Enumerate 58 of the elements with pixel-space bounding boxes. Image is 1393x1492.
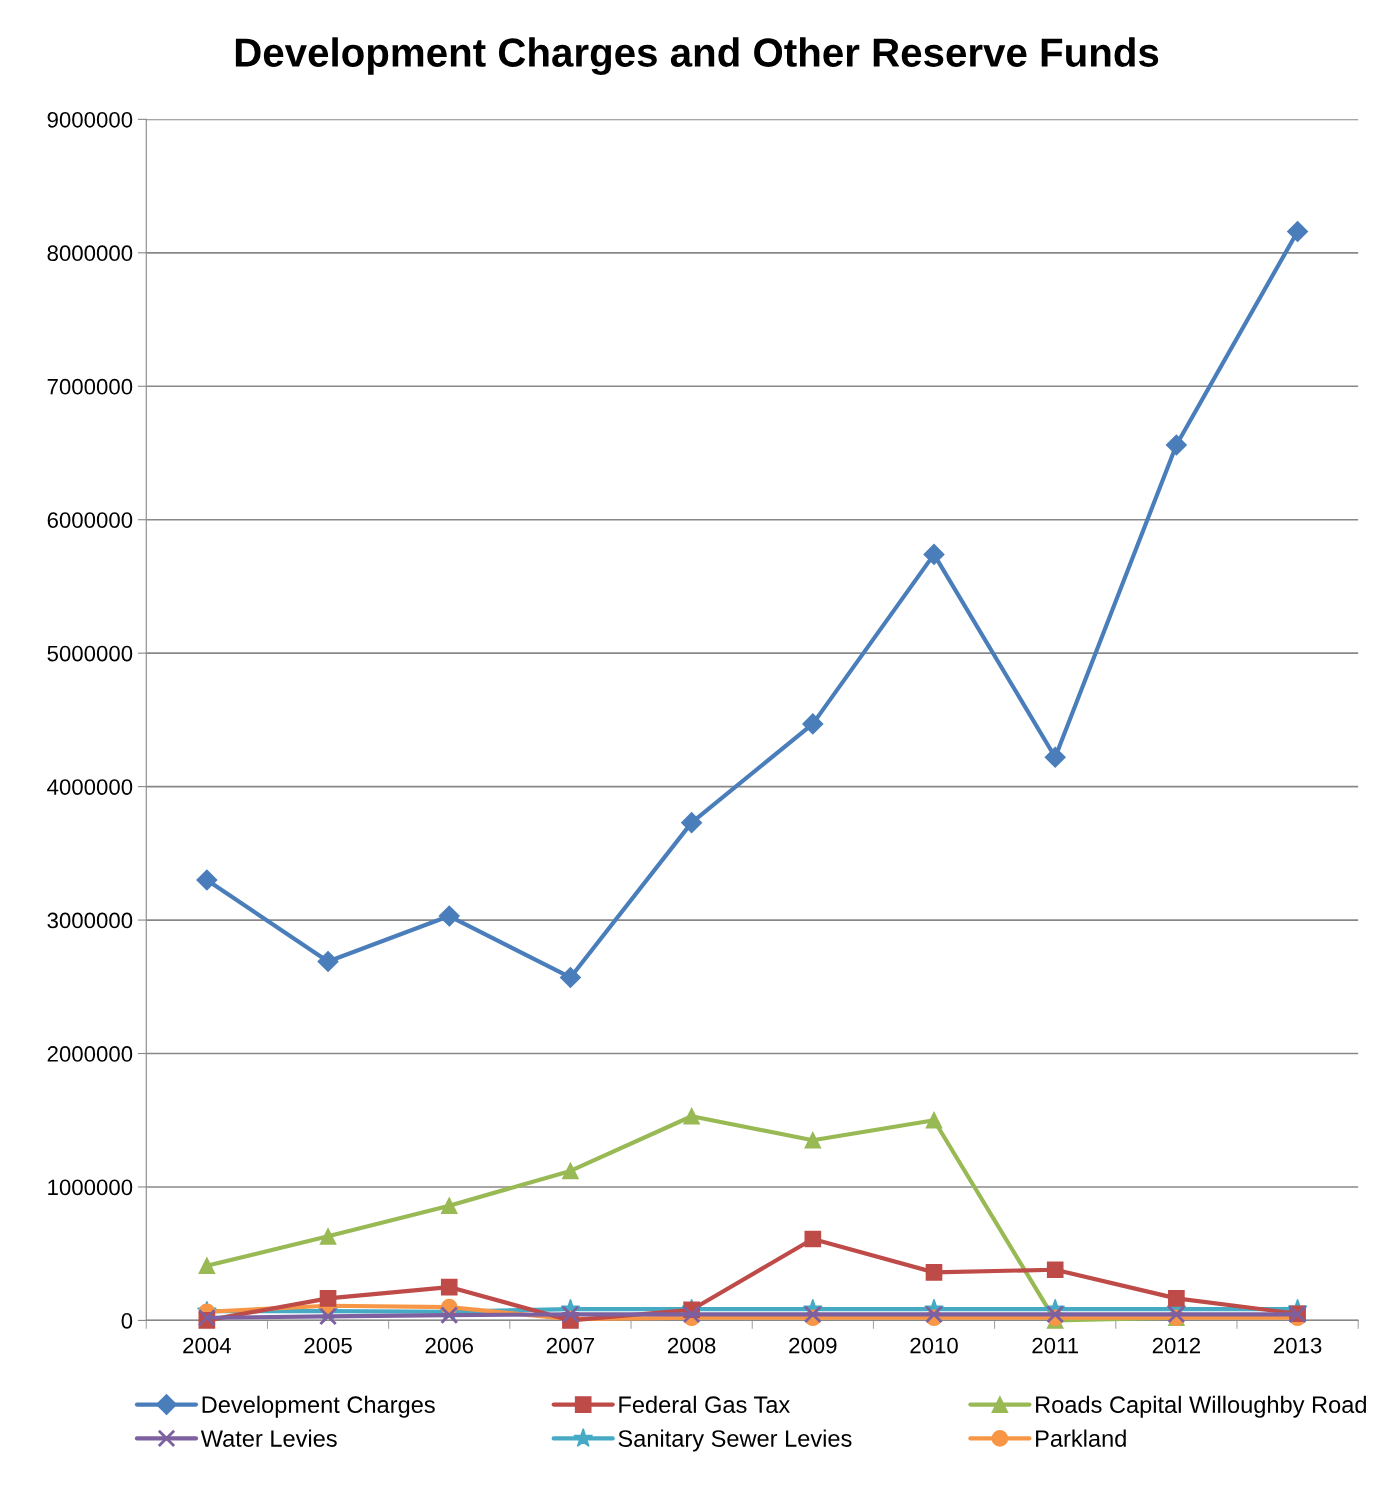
point [1165,434,1187,456]
legend-label: Roads Capital Willoughby Road [1036,1395,1366,1418]
point [196,869,218,891]
x-tick-label: 2013 [1273,1337,1322,1354]
y-tick-label: 8000000 [47,245,133,262]
legend-label: Parkland [1036,1429,1126,1447]
point [438,905,460,927]
y-tick-label: 9000000 [47,111,133,128]
point [562,1162,579,1180]
legend-label: Sanitary Sewer Levies [618,1429,852,1452]
x-tick-label: 2005 [304,1337,352,1354]
point [924,1305,944,1324]
point [804,1131,822,1149]
point [440,1278,458,1296]
point [197,1308,216,1327]
x-tick-label: 2010 [910,1337,958,1354]
point [1168,1290,1185,1307]
point [1046,1305,1065,1324]
y-tick-label: 6000000 [47,512,133,528]
legend-label: Federal Gas Tax [619,1395,790,1414]
point [802,713,824,735]
y-tick-label: 3000000 [47,912,133,929]
point [440,1197,458,1214]
y-tick-label: 4000000 [47,779,133,795]
point [1287,220,1309,242]
x-tick-label: 2011 [1032,1337,1079,1354]
y-tick-label: 2000000 [47,1046,133,1062]
point [198,1257,216,1275]
point [319,1290,337,1307]
y-tick-label: 7000000 [47,378,133,395]
legend-label: Development Charges [202,1395,435,1418]
point [682,1305,701,1324]
point [561,1305,580,1324]
point [317,950,339,972]
point [319,1307,338,1326]
point [923,543,945,565]
x-tick-label: 2007 [546,1337,595,1354]
point [681,812,703,834]
point [925,1111,943,1129]
x-tick-label: 2004 [183,1337,231,1354]
x-tick-label: 2008 [668,1337,716,1354]
y-tick-label: 5000000 [47,645,133,662]
point [925,1264,943,1281]
x-tick-label: 2006 [425,1337,473,1354]
point [1044,746,1066,768]
point [803,1305,822,1324]
point [440,1306,459,1325]
legend-label: Water Levies [200,1429,337,1447]
y-tick-label: 1000000 [48,1179,133,1196]
point [1046,1261,1064,1279]
point [683,1107,700,1125]
point [319,1228,337,1245]
x-tick-label: 2009 [789,1337,837,1354]
point [559,966,581,988]
point [804,1230,822,1248]
chart-title: Development Charges and Other Reserve Funds [235,37,1159,76]
y-tick-label: 0 [121,1312,133,1329]
x-tick-label: 2012 [1152,1337,1200,1354]
